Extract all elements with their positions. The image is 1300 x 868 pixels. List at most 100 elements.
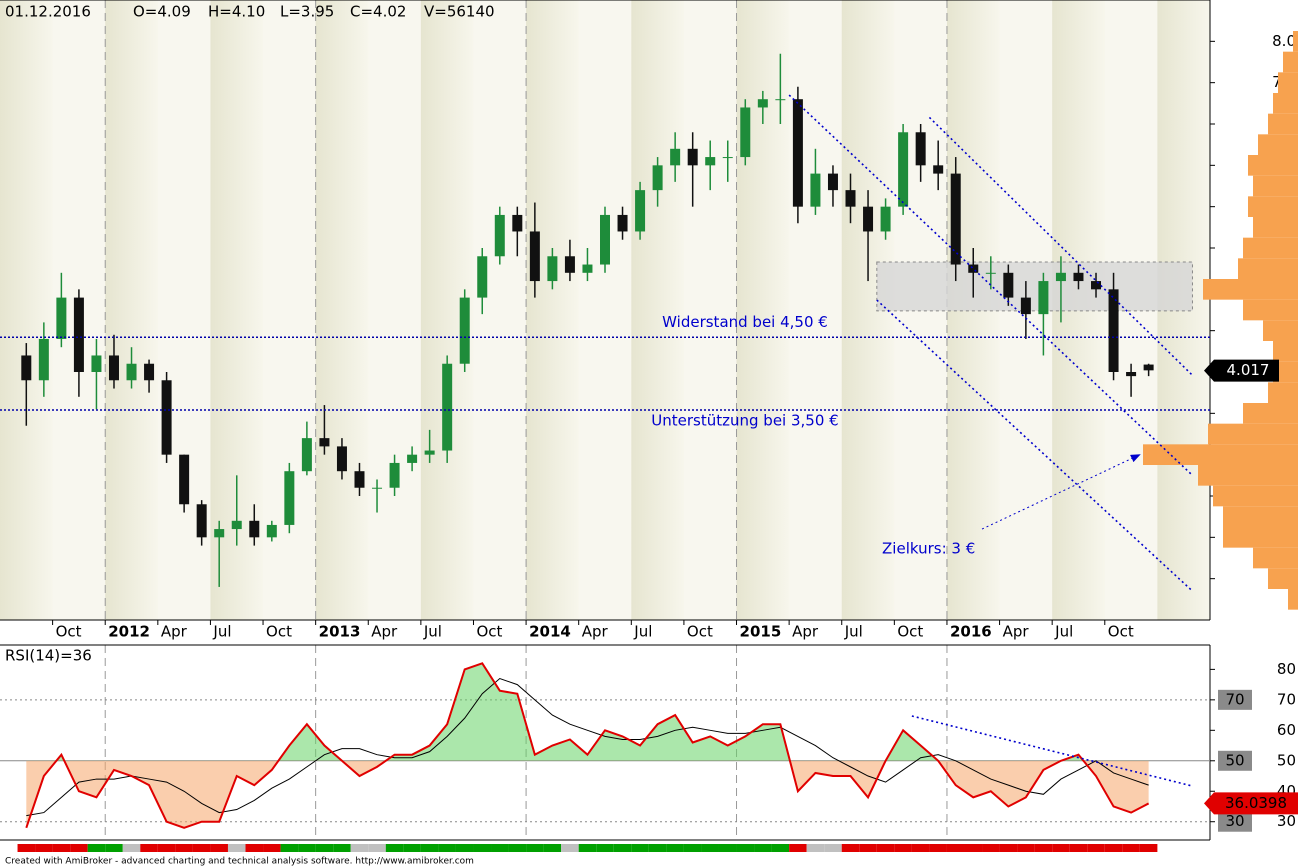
footer: Created with AmiBroker - advanced charti… — [5, 857, 474, 867]
y-tick-label: 50 — [1277, 751, 1296, 769]
trend-bar-segment — [543, 844, 562, 852]
x-tick-label: Apr — [792, 623, 819, 641]
x-tick-label: Apr — [161, 623, 188, 641]
trend-bar-segment — [175, 844, 193, 852]
candle-body — [214, 529, 225, 538]
candle-body — [196, 504, 207, 538]
x-tick-label: 2013 — [319, 623, 361, 641]
volume-profile-bar — [1243, 299, 1298, 321]
candle-body — [968, 264, 979, 273]
level-box-label: 70 — [1225, 690, 1244, 708]
trend-bar-segment — [911, 844, 930, 852]
trend-bar-segment — [1069, 844, 1088, 852]
volume-profile-bar — [1223, 506, 1298, 527]
candle-body — [687, 148, 698, 166]
volume-profile-bar — [1238, 258, 1298, 279]
trend-bar-segment — [438, 844, 456, 852]
y-tick-label: 30 — [1277, 812, 1296, 830]
trend-bar-segment — [561, 844, 579, 852]
trend-bar-segment — [157, 844, 176, 852]
trend-bar-segment — [841, 844, 860, 852]
candle-body — [722, 157, 733, 159]
trend-bar-segment — [298, 844, 316, 852]
candle-body — [249, 520, 260, 538]
trend-bar-segment — [508, 844, 527, 852]
rsi-fill-below — [26, 760, 1149, 828]
candle-body — [56, 297, 67, 339]
candle-body — [336, 446, 347, 472]
candle-body — [424, 450, 435, 455]
x-tick-label: 2015 — [740, 623, 782, 641]
quarter-band — [526, 0, 579, 620]
candle-body — [617, 214, 628, 232]
trend-bar-segment — [455, 844, 474, 852]
trend-bar-segment — [263, 844, 281, 852]
trend-bar-segment — [491, 844, 509, 852]
rsi-line — [25, 662, 1150, 829]
trend-bar-segment — [736, 844, 755, 852]
trend-bar-segment — [87, 844, 106, 852]
candle-body — [1003, 272, 1014, 298]
x-tick-label: Jul — [423, 623, 442, 641]
candle-body — [1091, 281, 1102, 290]
quarter-band — [105, 0, 158, 620]
volume-profile-bar — [1143, 444, 1298, 465]
trend-bar-segment — [526, 844, 544, 852]
candle-body — [582, 264, 593, 273]
volume-profile-bar — [1243, 237, 1298, 259]
volume-profile-bar — [1288, 589, 1298, 610]
x-tick-label: Oct — [1108, 623, 1134, 641]
trend-bar-segment — [683, 844, 702, 852]
volume-profile-bar — [1273, 93, 1298, 114]
y-tick-label: 60 — [1277, 721, 1296, 739]
trend-bar-segment — [666, 844, 684, 852]
trend-bar-segment — [245, 844, 264, 852]
rsi-title: RSI(14)=36 — [5, 647, 92, 665]
level-box — [1218, 689, 1252, 710]
x-tick-label: Apr — [582, 623, 609, 641]
target-arrow — [981, 454, 1141, 530]
volume-profile-bar — [1278, 72, 1298, 93]
candle-body — [950, 173, 961, 265]
candle-body — [372, 487, 383, 489]
volume-profile-bar — [1208, 423, 1298, 445]
header-volume: V=56140 — [424, 3, 495, 21]
candle-body — [670, 148, 681, 166]
x-tick-label: Jul — [633, 623, 652, 641]
volume-profile-bar — [1263, 320, 1298, 341]
volume-profile-bar — [1243, 403, 1298, 424]
trend-bar-segment — [280, 844, 299, 852]
candle-body — [91, 355, 102, 372]
trend-bar-segment — [227, 844, 246, 852]
x-tick-label: Jul — [1054, 623, 1073, 641]
x-tick-label: 2012 — [108, 623, 150, 641]
trend-line — [928, 116, 1194, 376]
x-tick-label: Oct — [476, 623, 502, 641]
trend-bar-segment — [1034, 844, 1053, 852]
trend-bar-segment — [876, 844, 895, 852]
candle-body — [600, 214, 610, 265]
volume-profile-bar — [1213, 485, 1298, 507]
candle-body — [1126, 372, 1137, 377]
trend-bar-segment — [596, 844, 614, 852]
trend-bar-segment — [210, 844, 228, 852]
candle-body — [792, 99, 803, 207]
last-price-marker — [1204, 359, 1279, 382]
candle-body — [161, 380, 172, 455]
candle-body — [880, 206, 891, 232]
candle-body — [1038, 281, 1049, 315]
rsi-last-marker — [1204, 792, 1298, 815]
header-date: 01.12.2016 — [5, 3, 91, 21]
rsi-fill-above — [26, 663, 1149, 761]
volume-profile-bar — [1248, 196, 1298, 217]
trend-bar-segment — [1017, 844, 1035, 852]
trend-bar-segment — [789, 844, 807, 852]
trend-bar-segment — [52, 844, 71, 852]
trend-bar-segment — [403, 844, 421, 852]
candle-body — [652, 165, 663, 191]
trend-bar-segment — [718, 844, 737, 852]
rsi-last-label: 36.0398 — [1225, 794, 1287, 812]
trend-bar-segment — [613, 844, 632, 852]
candle-body — [1073, 272, 1084, 282]
price-zone — [876, 261, 1193, 312]
